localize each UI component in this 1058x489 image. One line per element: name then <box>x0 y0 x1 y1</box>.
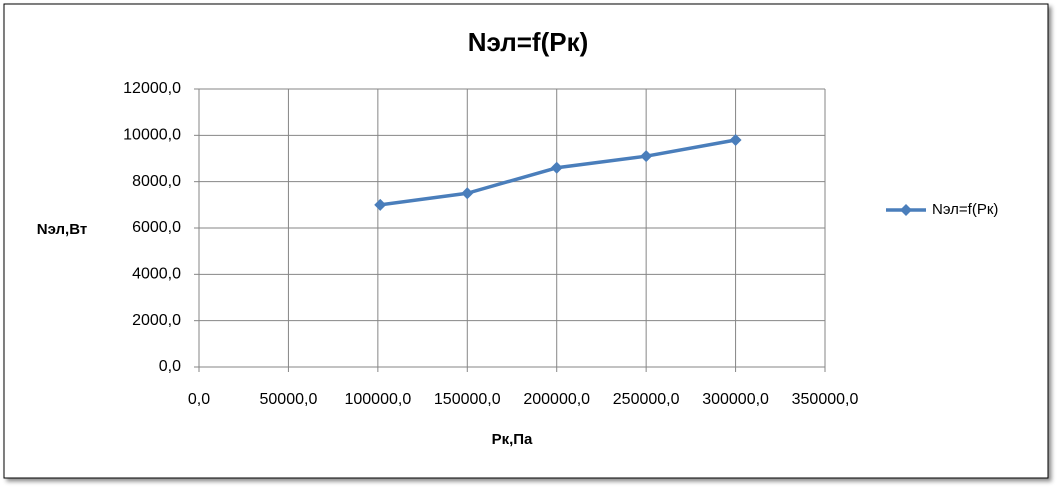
y-tick-label: 4000,0 <box>132 266 181 283</box>
chart-title: Nэл=f(Pк) <box>468 27 589 57</box>
data-point <box>550 161 563 174</box>
y-tick-label: 2000,0 <box>132 312 181 329</box>
data-point <box>640 150 653 163</box>
data-point <box>374 198 387 211</box>
y-tick-label: 10000,0 <box>123 127 181 144</box>
x-tick-label: 150000,0 <box>434 391 501 408</box>
x-tick-label: 0,0 <box>188 391 210 408</box>
legend-label: Nэл=f(Pк) <box>932 201 998 218</box>
data-point <box>461 187 474 200</box>
x-axis-label: Pк,Па <box>492 431 533 448</box>
data-point <box>729 133 742 146</box>
y-axis-label: Nэл,Вт <box>37 221 87 238</box>
legend-marker <box>900 204 912 216</box>
y-tick-label: 0,0 <box>159 358 181 375</box>
y-tick-label: 6000,0 <box>132 219 181 236</box>
x-tick-label: 350000,0 <box>792 391 859 408</box>
x-tick-label: 250000,0 <box>613 391 680 408</box>
chart-frame <box>3 3 1049 479</box>
y-tick-label: 12000,0 <box>123 80 181 97</box>
y-tick-label: 8000,0 <box>132 173 181 190</box>
x-tick-label: 50000,0 <box>260 391 318 408</box>
x-tick-label: 100000,0 <box>344 391 411 408</box>
x-tick-label: 200000,0 <box>523 391 590 408</box>
x-tick-label: 300000,0 <box>702 391 769 408</box>
